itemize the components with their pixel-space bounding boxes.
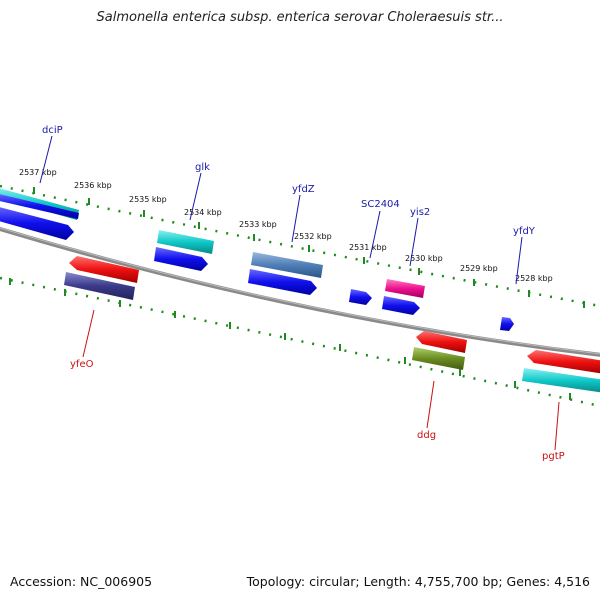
- gene-yis2-feature[interactable]: [382, 279, 425, 315]
- gene-label-yis2[interactable]: yis2: [410, 207, 430, 218]
- gene-dciP-track[interactable]: [0, 187, 79, 240]
- scale-label-9: 2529 kbp: [460, 264, 498, 273]
- scale-label-10: 2528 kbp: [515, 274, 553, 283]
- gene-ddg-feature[interactable]: [412, 331, 467, 370]
- gene-label-ddg[interactable]: ddg: [417, 430, 436, 441]
- gene-label-SC2404[interactable]: SC2404: [361, 199, 400, 210]
- bottom-scale-ticks: [9, 278, 571, 400]
- scale-label-1: 2537 kbp: [19, 168, 57, 177]
- gene-label-yfdZ[interactable]: yfdZ: [292, 184, 315, 195]
- scale-label-5: 2533 kbp: [239, 220, 277, 229]
- scale-label-4: 2534 kbp: [184, 208, 222, 217]
- genome-backbone-highlight: [0, 227, 600, 355]
- scale-label-3: 2535 kbp: [129, 195, 167, 204]
- gene-yfeO-feature[interactable]: [64, 256, 139, 300]
- gene-label-pgtP[interactable]: pgtP: [542, 451, 565, 462]
- gene-label-glk[interactable]: glk: [195, 162, 210, 173]
- genome-summary-text: Topology: circular; Length: 4,755,700 bp…: [246, 574, 590, 589]
- scale-label-7: 2531 kbp: [349, 243, 387, 252]
- gene-label-dciP[interactable]: dciP: [42, 125, 63, 136]
- scale-label-2: 2536 kbp: [74, 181, 112, 190]
- gene-label-yfeO[interactable]: yfeO: [70, 359, 94, 370]
- top-scale-ticks: [33, 187, 585, 308]
- gene-SC2404-feature[interactable]: [349, 289, 372, 305]
- gene-glk-feature[interactable]: [154, 230, 214, 271]
- gene-yfdY-feature[interactable]: [500, 317, 514, 331]
- gene-label-yfdY[interactable]: yfdY: [513, 226, 536, 237]
- accession-text: Accession: NC_006905: [10, 574, 153, 589]
- gene-pgtP-feature[interactable]: [522, 350, 600, 393]
- gene-yfdZ-feature[interactable]: [248, 252, 323, 295]
- scale-label-8: 2530 kbp: [405, 254, 443, 263]
- genome-title: Salmonella enterica subsp. enterica sero…: [96, 10, 504, 25]
- genome-backbone: [0, 226, 600, 357]
- forward-label-lines: [39, 135, 523, 285]
- scale-label-6: 2532 kbp: [294, 232, 332, 241]
- reverse-label-lines: [82, 309, 560, 451]
